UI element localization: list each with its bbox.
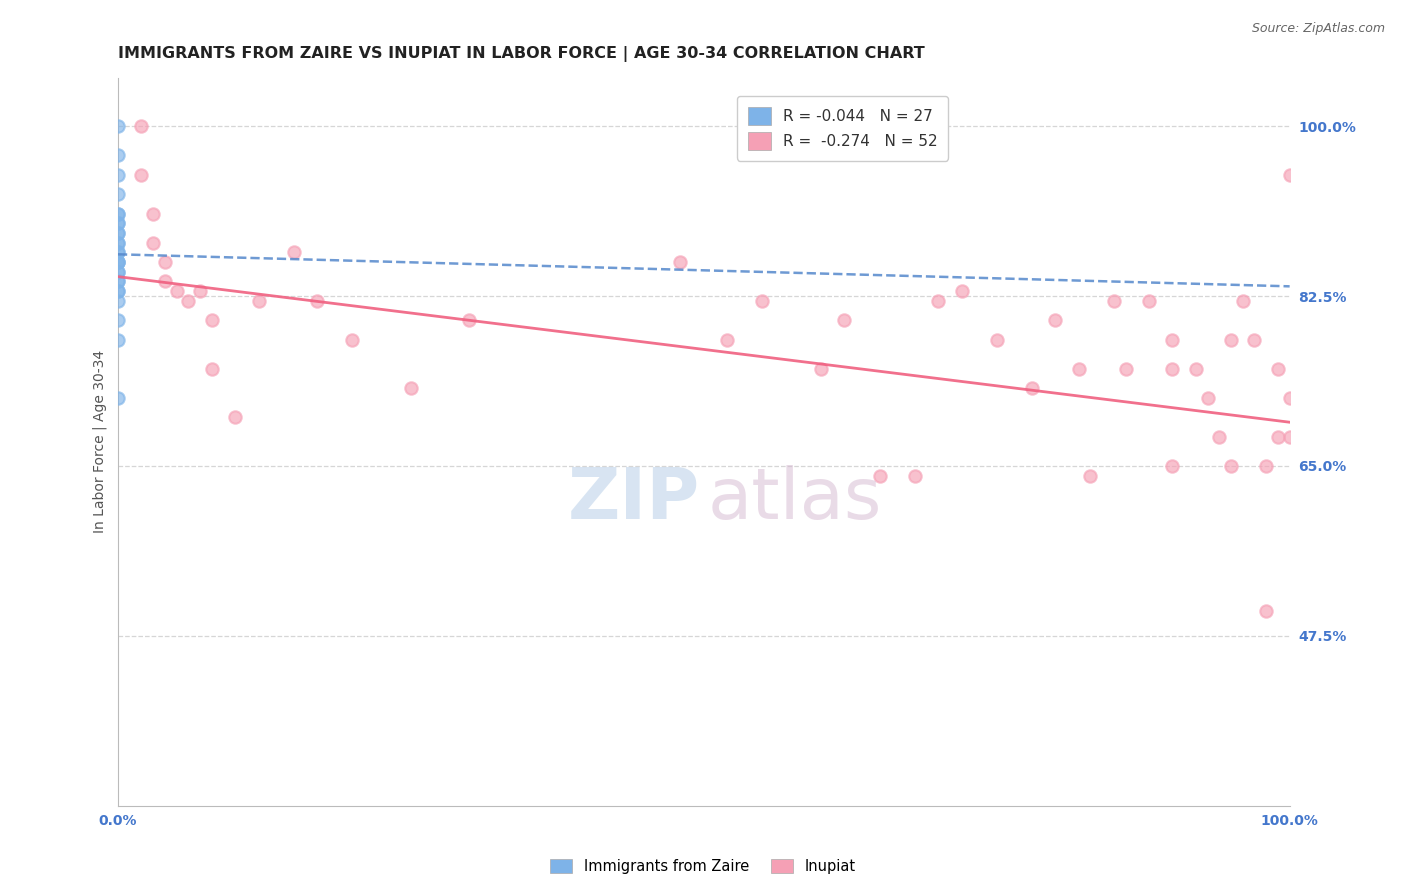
Point (1115, 361, 1137, 376)
Point (177, 293, 200, 308)
Point (107, 216, 129, 230)
Point (927, 293, 949, 308)
Point (107, 187, 129, 202)
Point (307, 293, 329, 308)
Point (107, 255, 129, 269)
Point (1161, 333, 1184, 347)
Point (716, 333, 738, 347)
Point (1278, 168, 1301, 182)
Point (247, 293, 270, 308)
Point (107, 293, 129, 308)
Point (810, 361, 832, 376)
Point (458, 313, 481, 327)
Point (1161, 361, 1184, 376)
Point (107, 206, 129, 220)
Text: Source: ZipAtlas.com: Source: ZipAtlas.com (1251, 22, 1385, 36)
Point (107, 216, 129, 230)
Point (1137, 293, 1160, 308)
Point (188, 284, 211, 298)
Point (342, 333, 364, 347)
Point (1185, 361, 1208, 376)
Point (201, 313, 224, 327)
Point (1256, 458, 1278, 473)
Legend: Immigrants from Zaire, Inupiat: Immigrants from Zaire, Inupiat (544, 854, 862, 880)
Point (107, 284, 129, 298)
Point (399, 381, 422, 395)
Point (751, 293, 773, 308)
Point (107, 148, 129, 162)
Point (1197, 391, 1219, 405)
Point (1067, 361, 1090, 376)
Point (107, 226, 129, 240)
Point (869, 468, 891, 483)
Point (283, 245, 305, 260)
Point (950, 284, 973, 298)
Point (107, 255, 129, 269)
Point (669, 255, 692, 269)
Point (1278, 430, 1301, 444)
Point (107, 333, 129, 347)
Point (107, 235, 129, 250)
Point (166, 284, 188, 298)
Point (142, 235, 165, 250)
Point (107, 313, 129, 327)
Point (224, 410, 246, 425)
Point (1102, 293, 1125, 308)
Point (107, 275, 129, 289)
Point (107, 265, 129, 279)
Point (107, 206, 129, 220)
Point (107, 245, 129, 260)
Point (1208, 430, 1230, 444)
Point (107, 275, 129, 289)
Text: atlas: atlas (707, 466, 882, 534)
Point (1220, 458, 1243, 473)
Point (1267, 361, 1289, 376)
Point (834, 313, 856, 327)
Point (107, 265, 129, 279)
Point (153, 255, 176, 269)
Point (1220, 333, 1243, 347)
Point (107, 168, 129, 182)
Point (1256, 605, 1278, 619)
Legend: R = -0.044   N = 27, R =  -0.274   N = 52: R = -0.044 N = 27, R = -0.274 N = 52 (737, 96, 948, 161)
Point (131, 119, 153, 133)
Point (131, 168, 153, 182)
Point (1232, 293, 1254, 308)
Point (1243, 333, 1265, 347)
Point (107, 245, 129, 260)
Text: ZIP: ZIP (568, 466, 700, 534)
Point (1045, 313, 1067, 327)
Point (201, 361, 224, 376)
Point (107, 391, 129, 405)
Point (904, 468, 927, 483)
Point (1278, 391, 1301, 405)
Y-axis label: In Labor Force | Age 30-34: In Labor Force | Age 30-34 (93, 350, 107, 533)
Point (142, 206, 165, 220)
Point (986, 333, 1008, 347)
Point (153, 275, 176, 289)
Point (107, 226, 129, 240)
Point (107, 284, 129, 298)
Point (1080, 468, 1102, 483)
Point (107, 255, 129, 269)
Point (107, 119, 129, 133)
Point (1021, 381, 1043, 395)
Point (107, 235, 129, 250)
Point (1161, 458, 1184, 473)
Text: IMMIGRANTS FROM ZAIRE VS INUPIAT IN LABOR FORCE | AGE 30-34 CORRELATION CHART: IMMIGRANTS FROM ZAIRE VS INUPIAT IN LABO… (118, 46, 925, 62)
Point (1267, 430, 1289, 444)
